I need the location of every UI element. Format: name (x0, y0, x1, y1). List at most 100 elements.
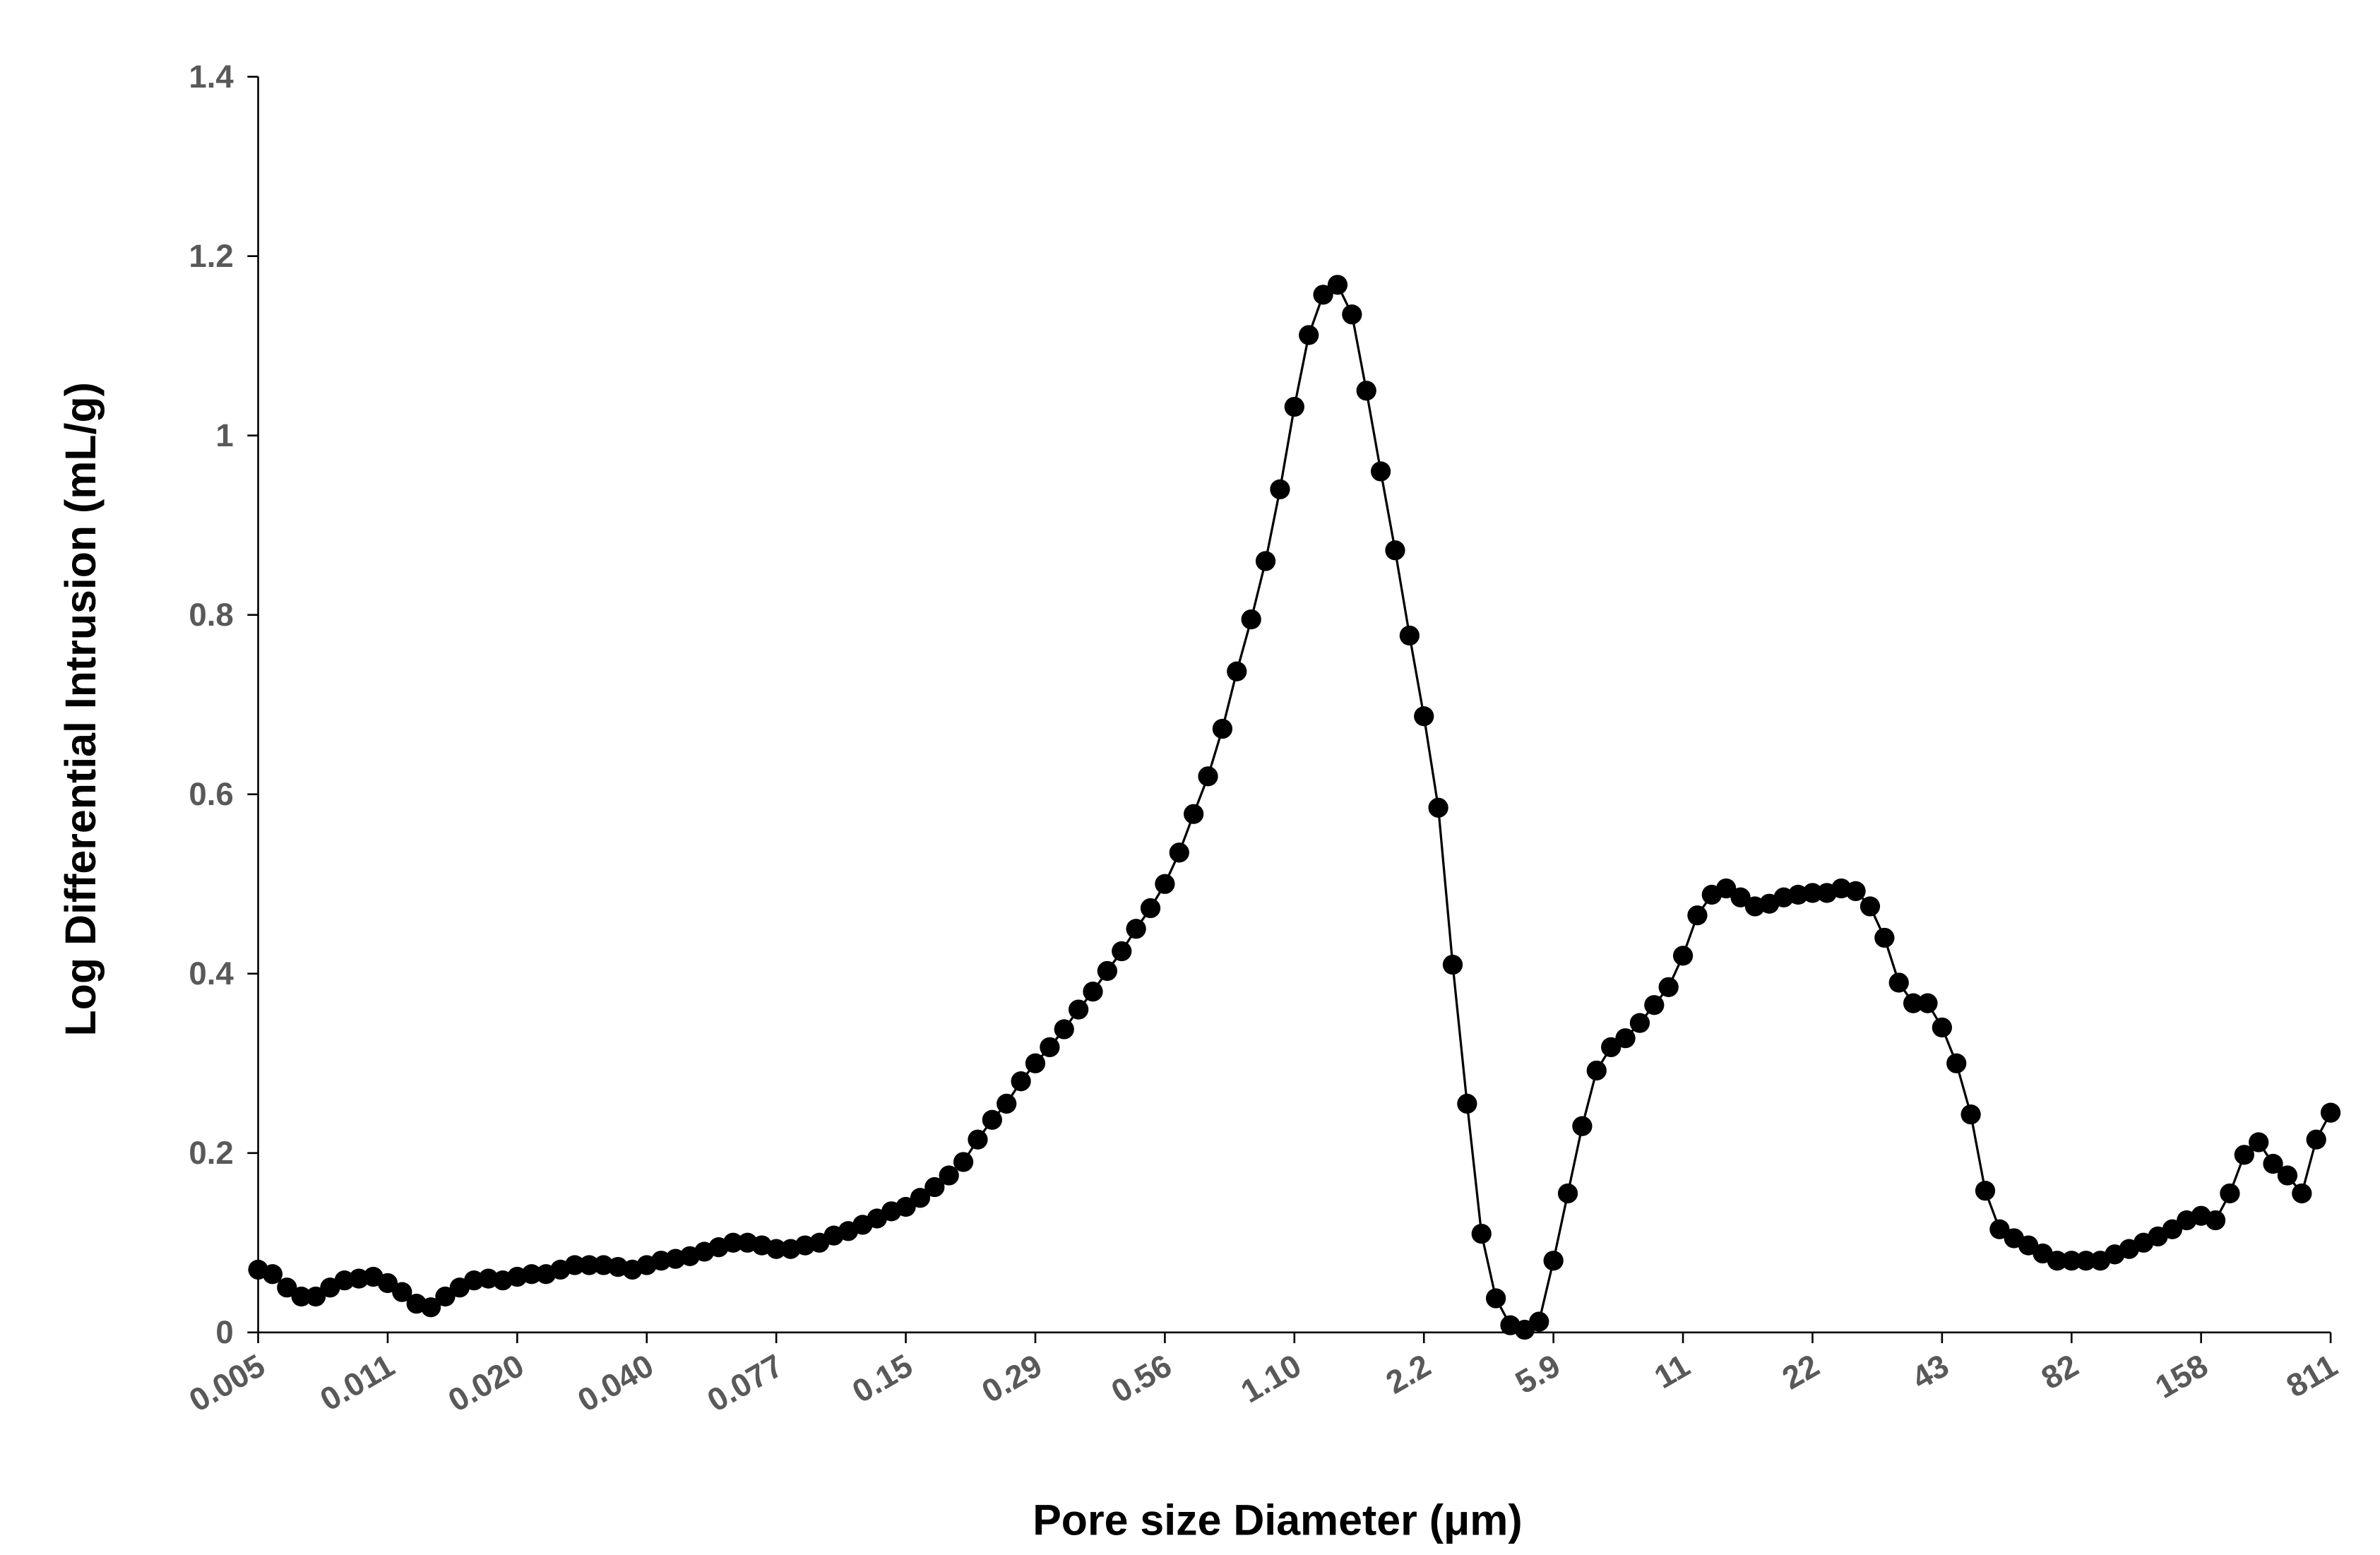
data-point (1212, 718, 1233, 739)
data-point (2277, 1165, 2298, 1186)
data-point (1112, 941, 1132, 962)
data-point (377, 1273, 398, 1294)
data-point (1960, 1104, 1981, 1125)
data-point (1658, 977, 1679, 997)
data-point (1356, 381, 1376, 401)
x-tick-label: 0.15 (846, 1347, 918, 1410)
x-tick-label: 1.10 (1234, 1347, 1307, 1410)
x-tick-label: 0.005 (183, 1347, 270, 1419)
y-tick-label: 1.2 (189, 238, 233, 274)
data-point (1946, 1053, 1967, 1073)
data-point (910, 1188, 931, 1208)
y-tick-label: 0 (215, 1314, 233, 1350)
data-point (939, 1165, 959, 1186)
data-point (291, 1286, 311, 1307)
data-point (1860, 896, 1881, 917)
data-point (1227, 661, 1247, 681)
y-tick-label: 0.2 (189, 1135, 233, 1171)
x-tick-label: 811 (2280, 1347, 2343, 1405)
data-point (1687, 905, 1708, 926)
data-point (1399, 625, 1420, 646)
x-tick-label: 0.29 (976, 1347, 1048, 1410)
data-point (2263, 1153, 2283, 1174)
data-point (2220, 1183, 2240, 1204)
data-point (1083, 982, 1103, 1002)
data-point (1140, 898, 1161, 919)
data-point (305, 1286, 326, 1307)
data-point (1270, 479, 1290, 500)
y-tick-label: 0.4 (189, 955, 234, 991)
data-point (420, 1297, 441, 1318)
data-point (1313, 285, 1333, 305)
x-tick-label: 0.56 (1105, 1347, 1177, 1410)
data-point (1586, 1060, 1607, 1081)
data-point (1414, 706, 1434, 727)
data-point (1572, 1116, 1593, 1136)
data-point (1370, 461, 1391, 482)
data-point (521, 1264, 542, 1285)
x-tick-label: 0.040 (571, 1347, 659, 1419)
y-axis-title: Log Differential Intrusion (mL/g) (56, 382, 105, 1036)
data-point (1097, 960, 1118, 982)
data-point (1975, 1181, 1996, 1201)
data-point (1874, 927, 1895, 948)
data-point (1917, 993, 1938, 1013)
x-tick-label: 0.020 (442, 1347, 530, 1419)
data-point (2249, 1132, 2269, 1152)
data-point (1845, 881, 1866, 902)
data-point (2320, 1102, 2341, 1123)
data-point (1327, 275, 1348, 295)
data-point (2306, 1129, 2326, 1150)
data-point (1601, 1037, 1622, 1058)
y-tick-label: 0.6 (189, 776, 233, 812)
data-point (1198, 766, 1218, 787)
data-point (896, 1196, 916, 1217)
data-point (564, 1255, 585, 1275)
data-point (1543, 1251, 1564, 1271)
data-point (1284, 396, 1304, 417)
data-point (1011, 1071, 1031, 1092)
data-point (392, 1282, 412, 1302)
data-point (1169, 842, 1189, 863)
data-point (2292, 1183, 2312, 1204)
data-point (1428, 797, 1448, 818)
data-point (1730, 887, 1751, 907)
data-point (1989, 1219, 2010, 1239)
data-point (1069, 999, 1089, 1020)
y-tick-label: 1.4 (189, 59, 234, 95)
data-point (1457, 1093, 1477, 1114)
data-point (1155, 874, 1175, 894)
data-point (2234, 1145, 2254, 1165)
data-point (1126, 919, 1146, 939)
x-tick-label: 43 (1905, 1347, 1954, 1397)
data-point (2047, 1251, 2068, 1271)
data-point (953, 1152, 974, 1172)
data-point (1184, 804, 1204, 824)
data-point (2205, 1210, 2226, 1231)
data-point (1241, 609, 1261, 630)
data-point (262, 1264, 283, 1285)
data-point (1932, 1017, 1952, 1038)
data-point (1342, 304, 1362, 325)
data-point (1299, 325, 1319, 345)
data-point (277, 1277, 297, 1298)
data-point (722, 1232, 744, 1253)
x-tick-label: 0.011 (314, 1347, 400, 1418)
data-point (1888, 972, 1909, 993)
x-tick-label: 0.077 (701, 1347, 789, 1419)
data-point (1025, 1053, 1046, 1073)
data-point (1557, 1183, 1578, 1204)
data-line (258, 282, 2332, 1331)
data-point (1903, 993, 1924, 1013)
data-point (1040, 1037, 1060, 1058)
data-point (435, 1286, 456, 1307)
y-tick-label: 0.8 (189, 597, 233, 633)
data-point (2076, 1251, 2096, 1271)
x-tick-label: 5.9 (1509, 1347, 1566, 1401)
data-point (579, 1255, 600, 1275)
x-tick-label: 158 (2149, 1347, 2213, 1405)
data-point (766, 1239, 787, 1259)
data-point (1802, 883, 1823, 903)
